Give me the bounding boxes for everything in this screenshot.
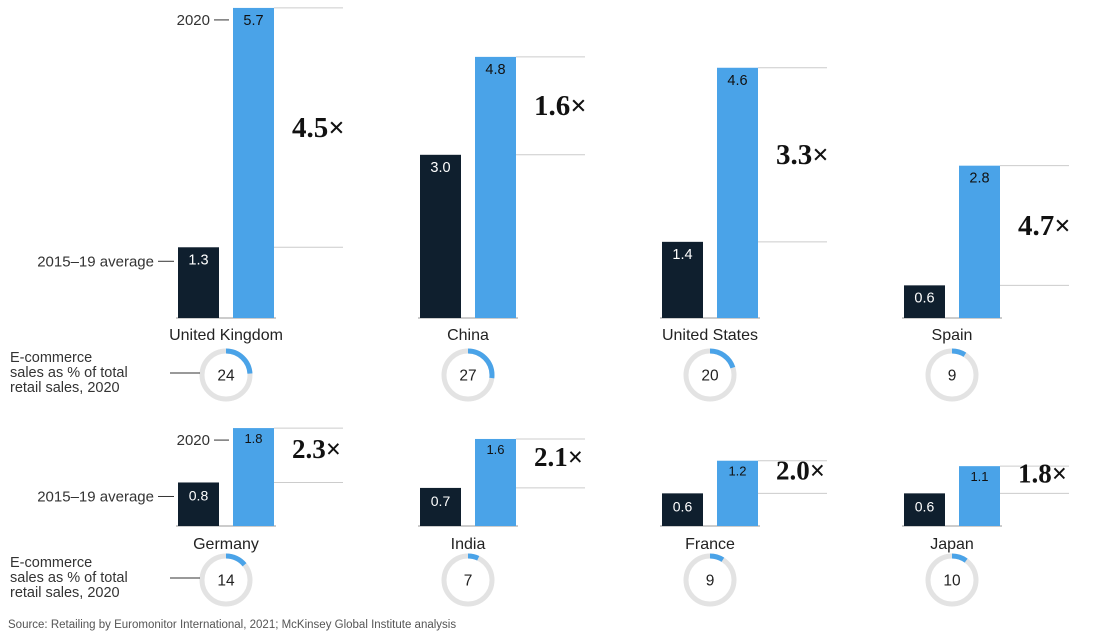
bar-avg-india <box>420 487 461 526</box>
bar-2020-united-states <box>717 67 758 318</box>
value-label: 4.6 <box>727 73 747 89</box>
multiplier-label: 2.0× <box>776 456 825 486</box>
donut-fill-united-states <box>683 348 737 402</box>
ecommerce-share-value: 9 <box>706 573 715 590</box>
bar-2020-japan <box>959 466 1000 526</box>
bar-avg-france <box>662 493 703 526</box>
value-label: 1.3 <box>188 252 208 268</box>
year-2020-label: 2020 <box>177 432 210 449</box>
value-label: 2.8 <box>969 171 989 187</box>
donut-fill-japan <box>925 553 979 607</box>
bar-2020-united-kingdom <box>233 7 274 318</box>
value-label: 1.4 <box>672 247 692 263</box>
year-2020-label: 2020 <box>177 12 210 29</box>
bar-2020-france <box>717 460 758 526</box>
ecommerce-label: E-commerce <box>10 350 92 366</box>
bar-2020-spain <box>959 165 1000 318</box>
bar-avg-united-kingdom <box>178 247 219 318</box>
bar-avg-japan <box>904 493 945 526</box>
bar-avg-spain <box>904 285 945 318</box>
avg-label: 2015–19 average <box>37 488 154 505</box>
donut-fill-india <box>441 553 495 607</box>
value-label: 5.7 <box>243 13 263 29</box>
multiplier-label: 1.6× <box>534 90 587 122</box>
value-label: 1.6 <box>486 442 504 457</box>
ecommerce-share-value: 20 <box>701 368 719 385</box>
bar-avg-germany <box>178 482 219 526</box>
value-label: 0.6 <box>914 290 934 306</box>
value-label: 3.0 <box>430 160 450 176</box>
value-label: 0.7 <box>431 493 451 509</box>
value-label: 1.2 <box>728 464 746 479</box>
donut-fill-china <box>441 348 495 402</box>
multiplier-label: 4.7× <box>1018 210 1071 242</box>
bar-avg-united-states <box>662 241 703 318</box>
value-label: 0.8 <box>189 487 209 503</box>
donut-fill-united-kingdom <box>199 348 253 402</box>
ecommerce-share-value: 14 <box>217 573 235 590</box>
country-label: United Kingdom <box>169 327 283 344</box>
ecommerce-share-value: 7 <box>464 573 473 590</box>
multiplier-label: 2.3× <box>292 434 341 464</box>
multiplier-label: 1.8× <box>1018 458 1067 488</box>
country-label: India <box>451 536 486 553</box>
bar-2020-china <box>475 56 516 318</box>
ecommerce-share-value: 10 <box>943 573 961 590</box>
source-note: Source: Retailing by Euromonitor Interna… <box>8 619 457 631</box>
ecommerce-share-value: 9 <box>948 368 957 385</box>
ecommerce-share-value: 27 <box>459 368 476 385</box>
multiplier-label: 4.5× <box>292 112 345 144</box>
ecommerce-label: retail sales, 2020 <box>10 585 120 601</box>
ecommerce-share-value: 24 <box>217 368 235 385</box>
country-label: Germany <box>193 536 259 553</box>
country-label: Spain <box>932 327 973 344</box>
ecommerce-label: E-commerce <box>10 555 92 571</box>
value-label: 0.6 <box>673 498 693 514</box>
country-label: France <box>685 536 735 553</box>
country-label: China <box>447 327 489 344</box>
country-label: United States <box>662 327 758 344</box>
ecommerce-label: retail sales, 2020 <box>10 380 120 396</box>
ecommerce-label: sales as % of total <box>10 365 128 381</box>
bar-2020-germany <box>233 428 274 526</box>
bar-2020-india <box>475 438 516 526</box>
country-label: Japan <box>930 536 974 553</box>
value-label: 1.1 <box>970 469 988 484</box>
donut-fill-spain <box>925 348 979 402</box>
donut-fill-france <box>683 553 737 607</box>
ecommerce-label: sales as % of total <box>10 570 128 586</box>
bar-avg-china <box>420 154 461 318</box>
multiplier-label: 3.3× <box>776 139 829 171</box>
value-label: 0.6 <box>915 498 935 514</box>
multiplier-label: 2.1× <box>534 442 583 472</box>
value-label: 1.8 <box>244 431 262 446</box>
avg-label: 2015–19 average <box>37 253 154 270</box>
donut-fill-germany <box>199 553 253 607</box>
value-label: 4.8 <box>485 62 505 78</box>
